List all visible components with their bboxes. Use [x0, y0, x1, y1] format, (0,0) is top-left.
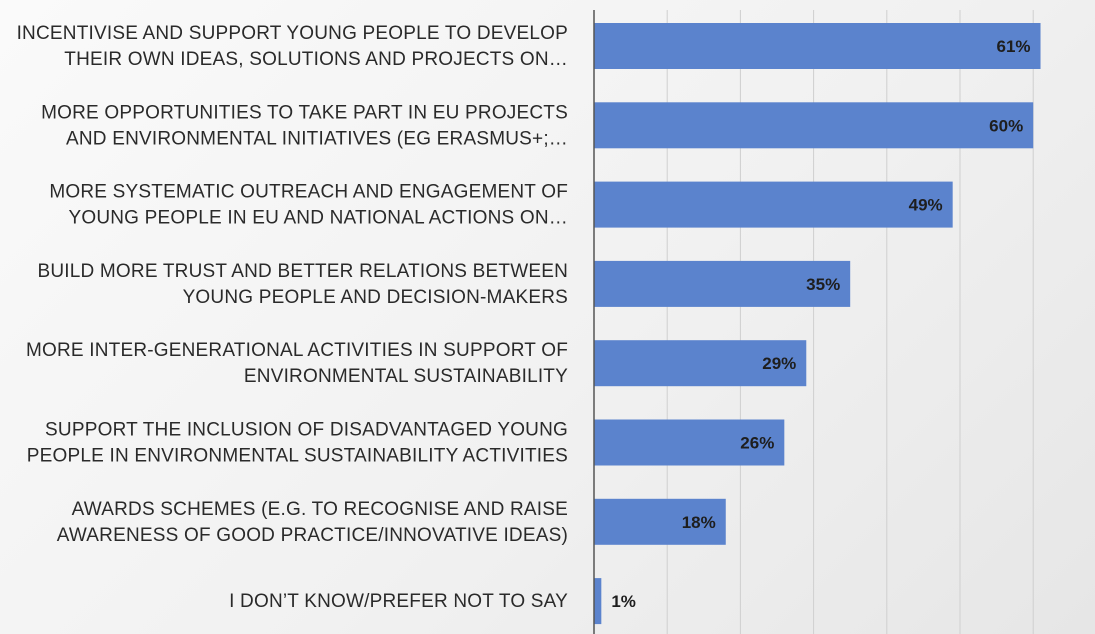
category-label-line: I DON’T KNOW/PREFER NOT TO SAY — [229, 591, 568, 612]
category-label-line: MORE SYSTEMATIC OUTREACH AND ENGAGEMENT … — [49, 182, 568, 203]
data-label: 60% — [989, 116, 1023, 135]
category-label-line: MORE INTER-GENERATIONAL ACTIVITIES IN SU… — [26, 340, 568, 361]
bar — [594, 23, 1041, 69]
category-labels: INCENTIVISE AND SUPPORT YOUNG PEOPLE TO … — [17, 23, 568, 612]
data-label: 26% — [740, 434, 774, 453]
category-label-line: SUPPORT THE INCLUSION OF DISADVANTAGED Y… — [45, 420, 568, 441]
category-label-line: AWARENESS OF GOOD PRACTICE/INNOVATIVE ID… — [57, 525, 568, 546]
bar — [594, 181, 953, 228]
category-label: I DON’T KNOW/PREFER NOT TO SAY — [229, 591, 568, 612]
category-label: SUPPORT THE INCLUSION OF DISADVANTAGED Y… — [27, 420, 568, 467]
bar — [594, 340, 807, 387]
bar — [594, 260, 851, 307]
bar — [594, 102, 1034, 149]
data-label: 61% — [996, 37, 1030, 56]
value-labels: 61% 60% 49% 35% 29% 26% 18% 1% — [611, 37, 1030, 611]
data-label: 18% — [682, 513, 716, 532]
bar — [594, 578, 602, 625]
category-label: MORE INTER-GENERATIONAL ACTIVITIES IN SU… — [26, 340, 568, 387]
category-label-line: ENVIRONMENTAL SUSTAINABILITY — [244, 366, 568, 387]
bar — [594, 419, 785, 466]
data-label: 35% — [806, 275, 840, 294]
data-label: 49% — [909, 196, 943, 215]
bars — [594, 23, 1041, 625]
category-label-line: AWARDS SCHEMES (E.G. TO RECOGNISE AND RA… — [72, 499, 568, 520]
data-label: 1% — [611, 592, 636, 611]
category-label-line: AND ENVIRONMENTAL INITIATIVES (EG ERASMU… — [66, 128, 568, 149]
category-label-line: BUILD MORE TRUST AND BETTER RELATIONS BE… — [37, 261, 568, 282]
category-label: BUILD MORE TRUST AND BETTER RELATIONS BE… — [37, 261, 568, 308]
bar — [594, 498, 726, 545]
category-label-line: YOUNG PEOPLE AND DECISION-MAKERS — [183, 287, 568, 308]
category-label: INCENTIVISE AND SUPPORT YOUNG PEOPLE TO … — [17, 23, 568, 70]
category-label-line: MORE OPPORTUNITIES TO TAKE PART IN EU PR… — [41, 102, 568, 123]
category-label-line: INCENTIVISE AND SUPPORT YOUNG PEOPLE TO … — [17, 23, 568, 44]
category-label: AWARDS SCHEMES (E.G. TO RECOGNISE AND RA… — [57, 499, 568, 546]
category-label-line: YOUNG PEOPLE IN EU AND NATIONAL ACTIONS … — [68, 208, 568, 229]
category-label-line: THEIR OWN IDEAS, SOLUTIONS AND PROJECTS … — [64, 49, 568, 70]
data-label: 29% — [762, 354, 796, 373]
category-label: MORE SYSTEMATIC OUTREACH AND ENGAGEMENT … — [49, 182, 568, 229]
category-label: MORE OPPORTUNITIES TO TAKE PART IN EU PR… — [41, 102, 568, 149]
category-label-line: PEOPLE IN ENVIRONMENTAL SUSTAINABILITY A… — [27, 446, 568, 467]
